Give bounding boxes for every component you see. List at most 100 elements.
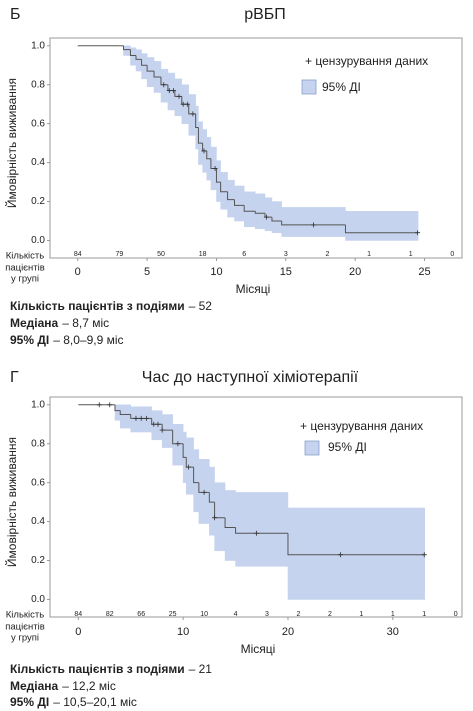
survival-step xyxy=(224,517,236,528)
censor-mark xyxy=(96,402,102,408)
ci-band xyxy=(209,466,215,536)
stats-label: Кількість пацієнтів з подіями xyxy=(10,662,185,676)
survival-step xyxy=(287,533,425,556)
stats-value: – 10,5–20,1 міс xyxy=(53,695,137,709)
ci-band xyxy=(220,172,228,210)
ci-band xyxy=(345,211,418,241)
legend-ci: 95% ДІ xyxy=(322,80,361,94)
ci-band xyxy=(224,490,236,561)
x-tick-label: 30 xyxy=(387,626,399,638)
ci-band xyxy=(235,492,289,567)
risk-count: 1 xyxy=(367,251,371,258)
stats-label: Медіана xyxy=(10,679,59,693)
survival-step xyxy=(129,49,137,57)
censor-mark xyxy=(133,415,139,421)
stats-label: Кількість пацієнтів з подіями xyxy=(10,299,185,313)
ci-band xyxy=(160,68,169,103)
censor-mark xyxy=(170,88,176,94)
x-tick-label: 15 xyxy=(280,266,292,278)
censor-mark xyxy=(176,93,182,99)
ci-band xyxy=(417,211,419,241)
risk-count: 79 xyxy=(115,251,123,258)
risk-label: Кількість xyxy=(6,610,45,621)
ci-band xyxy=(281,207,346,237)
ci-band xyxy=(214,482,226,552)
ci-band xyxy=(114,404,121,421)
survival-step xyxy=(215,168,221,183)
x-axis-label: Місяці xyxy=(236,282,271,296)
stats-line: 95% ДІ – 8,0–9,9 міс xyxy=(10,333,124,347)
ci-band xyxy=(234,185,245,222)
survival-step xyxy=(182,443,187,458)
censor-mark xyxy=(185,464,191,470)
survival-step xyxy=(227,191,235,201)
chart-title: Час до наступної хіміотерапії xyxy=(142,369,359,386)
risk-label: Кількість xyxy=(6,251,45,262)
survival-step xyxy=(153,71,161,78)
stats-line: Кількість пацієнтів з подіями – 21 xyxy=(10,662,212,676)
y-tick-label: 0.8 xyxy=(31,79,45,90)
survival-step xyxy=(254,211,266,214)
risk-label: пацієнтів xyxy=(5,263,45,274)
y-tick-label: 0.6 xyxy=(31,118,45,129)
risk-count: 84 xyxy=(74,611,82,618)
survival-step xyxy=(114,404,121,412)
risk-label: у групі xyxy=(11,274,39,285)
risk-count: 82 xyxy=(106,611,114,618)
ci-band xyxy=(271,201,282,233)
censor-mark xyxy=(263,214,269,220)
ci-band xyxy=(123,45,131,56)
y-tick-label: 0.4 xyxy=(31,157,45,168)
ci-band xyxy=(151,410,163,441)
risk-count: 4 xyxy=(234,611,238,618)
x-tick-label: 10 xyxy=(177,626,189,638)
ci-band xyxy=(216,160,221,202)
survival-step xyxy=(206,150,211,160)
x-axis-label: Місяці xyxy=(241,642,276,656)
survival-step xyxy=(146,65,155,72)
x-tick-label: 20 xyxy=(282,626,294,638)
ci-band xyxy=(243,191,256,228)
censor-mark xyxy=(337,552,343,558)
risk-count: 1 xyxy=(359,611,363,618)
ci-band xyxy=(186,437,194,495)
survival-step xyxy=(220,182,228,193)
stats-label: 95% ДІ xyxy=(10,695,49,709)
risk-count: 50 xyxy=(157,251,165,258)
risk-count: 2 xyxy=(328,611,332,618)
risk-count: 10 xyxy=(200,611,208,618)
survival-step xyxy=(197,127,203,144)
risk-count: 3 xyxy=(265,611,269,618)
chart-title: рВБП xyxy=(244,6,286,23)
stats-line: 95% ДІ – 10,5–20,1 міс xyxy=(10,695,137,709)
x-tick-label: 0 xyxy=(75,266,81,278)
survival-step xyxy=(141,59,148,66)
y-tick-label: 1.0 xyxy=(31,40,45,51)
censor-mark xyxy=(184,101,190,107)
survival-step xyxy=(344,224,418,234)
plot-frame xyxy=(49,396,463,618)
censor-mark xyxy=(107,402,113,408)
censor-mark xyxy=(415,230,421,236)
y-tick-label: 1.0 xyxy=(31,399,45,410)
censor-mark xyxy=(138,415,144,421)
ci-band xyxy=(188,94,196,136)
y-axis-label: Ймовірність виживання xyxy=(4,78,19,208)
legend-ci: 95% ДІ xyxy=(328,440,367,454)
ci-band xyxy=(227,179,235,218)
stats-line: Медіана – 8,7 міс xyxy=(10,316,109,330)
survival-step xyxy=(208,492,215,503)
risk-count: 84 xyxy=(74,251,82,258)
risk-count: 3 xyxy=(284,251,288,258)
risk-label: пацієнтів xyxy=(5,622,45,633)
censor-mark xyxy=(155,421,161,427)
panel-label: Г xyxy=(10,369,19,386)
stats-value: – 52 xyxy=(189,299,213,313)
ci-band xyxy=(264,197,273,231)
plot-frame xyxy=(49,37,463,259)
censor-mark xyxy=(201,148,207,154)
x-tick-label: 0 xyxy=(75,626,81,638)
ci-band xyxy=(141,53,148,80)
y-axis-label: Ймовірність виживання xyxy=(4,437,19,567)
censor-mark xyxy=(311,222,317,228)
